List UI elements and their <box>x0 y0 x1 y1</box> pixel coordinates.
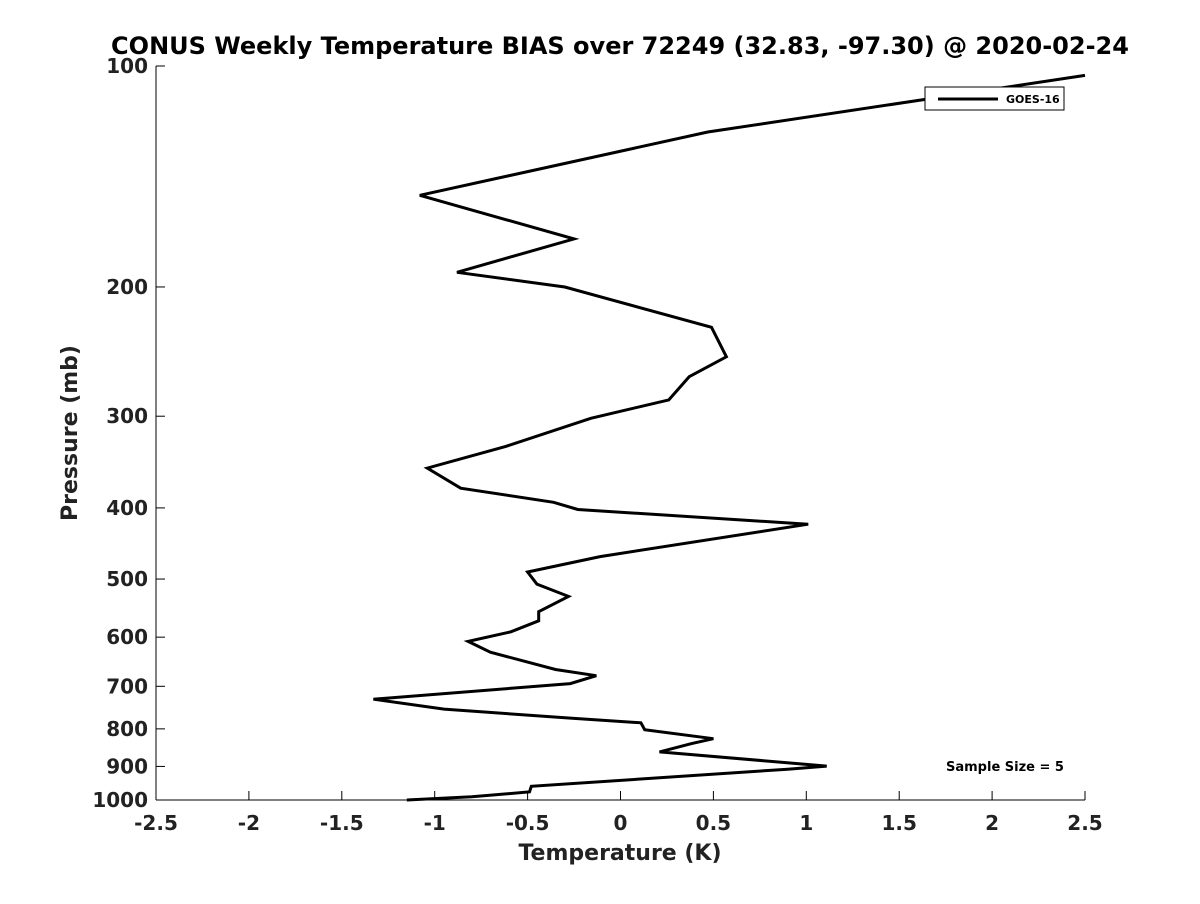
sample-size-annotation: Sample Size = 5 <box>946 760 1064 775</box>
y-tick-label: 400 <box>106 496 148 520</box>
legend: GOES-16 <box>924 86 1065 111</box>
axis-ticks: -2.5 -2 -1.5 -1 -0.5 0 0.5 1 1.5 2 2.5 100 200 300 400… <box>92 54 1102 835</box>
x-tick-label: 2.5 <box>1067 811 1102 835</box>
y-tick-label: 900 <box>106 754 148 778</box>
series-line-goes-16 <box>373 73 1086 802</box>
y-axis-label: Pressure (mb) <box>58 345 83 521</box>
y-tick-label: 1000 <box>92 788 148 812</box>
y-tick-label: 200 <box>106 275 148 299</box>
legend-label-goes-16: GOES-16 <box>1006 93 1060 106</box>
x-tick-label: 1.5 <box>881 811 916 835</box>
y-tick-label: 600 <box>106 625 148 649</box>
x-tick-label: 0 <box>614 811 628 835</box>
x-tick-label: -1.5 <box>320 811 364 835</box>
plot-area <box>156 66 1085 800</box>
y-tick-label: 700 <box>106 674 148 698</box>
chart-title: CONUS Weekly Temperature BIAS over 72249… <box>111 32 1129 60</box>
x-tick-label: -2.5 <box>134 811 178 835</box>
x-tick-label: 1 <box>799 811 813 835</box>
y-tick-label: 800 <box>106 717 148 741</box>
x-tick-label: -0.5 <box>506 811 550 835</box>
y-tick-label: 500 <box>106 567 148 591</box>
x-axis-label: Temperature (K) <box>518 841 721 866</box>
y-tick-label: 300 <box>106 404 148 428</box>
x-tick-label: -2 <box>238 811 260 835</box>
x-tick-label: 2 <box>985 811 999 835</box>
y-tick-label: 100 <box>106 54 148 78</box>
x-tick-label: -1 <box>424 811 446 835</box>
x-tick-label: 0.5 <box>696 811 731 835</box>
